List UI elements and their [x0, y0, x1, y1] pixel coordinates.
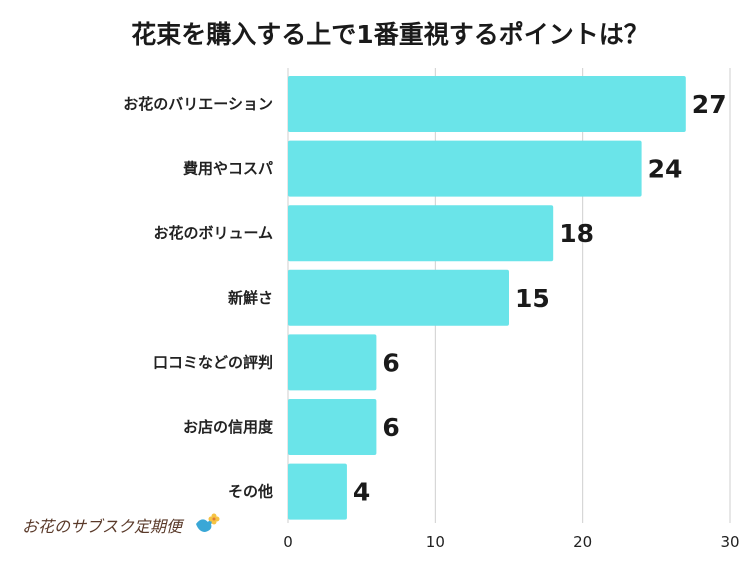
brand-logo-text: お花のサブスク定期便	[22, 517, 185, 536]
bar	[288, 463, 347, 520]
category-label: お店の信用度	[183, 418, 274, 436]
bar	[288, 399, 377, 455]
bar	[288, 269, 509, 326]
value-label: 27	[692, 90, 727, 119]
value-label: 24	[648, 155, 683, 184]
bar	[288, 205, 554, 262]
value-labels: 27 24 18 15 6 6 4	[353, 90, 727, 507]
category-label: 新鮮さ	[228, 289, 273, 307]
category-labels: お花のバリエーション費用やコスパお花のボリューム新鮮さ口コミなどの評判お店の信用…	[123, 95, 274, 501]
flower-icon	[208, 513, 220, 525]
bar	[288, 334, 377, 391]
value-label: 15	[515, 284, 550, 313]
bar	[288, 76, 686, 132]
x-tick-label: 10	[426, 533, 445, 551]
x-tick-label: 20	[573, 533, 592, 551]
category-label: その他	[228, 483, 273, 501]
category-label: お花のボリューム	[153, 224, 273, 242]
value-label: 18	[559, 219, 594, 248]
category-label: 口コミなどの評判	[153, 353, 273, 371]
x-tick-label: 30	[720, 533, 739, 551]
x-axis-ticks: 0 10 20 30	[283, 533, 739, 551]
x-tick-label: 0	[283, 533, 293, 551]
bars	[288, 76, 686, 520]
bar	[288, 140, 642, 197]
category-label: 費用やコスパ	[183, 160, 273, 178]
value-label: 6	[382, 413, 399, 442]
value-label: 6	[382, 348, 399, 377]
chart-title: 花束を購入する上で1番重視するポイントは？	[131, 20, 648, 49]
brand-logo: お花のサブスク定期便	[22, 513, 220, 536]
value-label: 4	[353, 478, 370, 507]
category-label: お花のバリエーション	[123, 95, 273, 113]
